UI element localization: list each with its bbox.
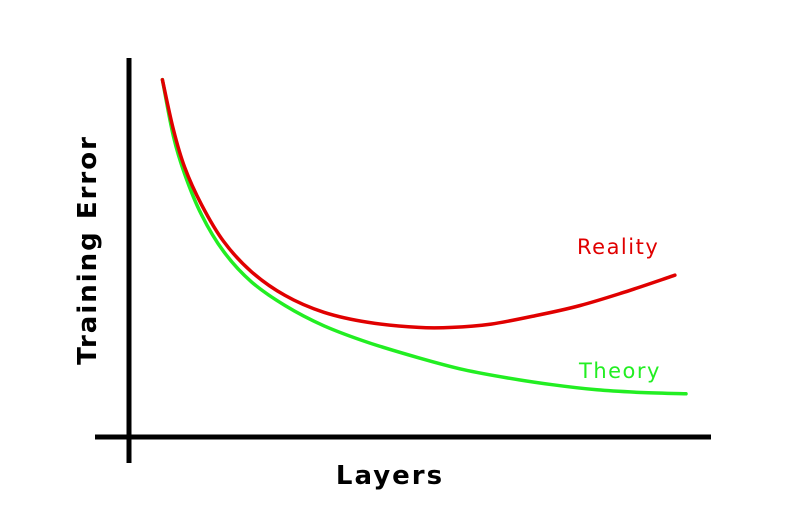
theory-series-line bbox=[160, 77, 688, 396]
theory-series-label: Theory bbox=[578, 359, 661, 383]
series-layer bbox=[160, 77, 688, 396]
reality-series-line bbox=[160, 77, 677, 330]
reality-series-label: Reality bbox=[577, 235, 659, 259]
y-axis-label: Training Error bbox=[73, 135, 103, 365]
x-axis-label: Layers bbox=[336, 461, 444, 491]
